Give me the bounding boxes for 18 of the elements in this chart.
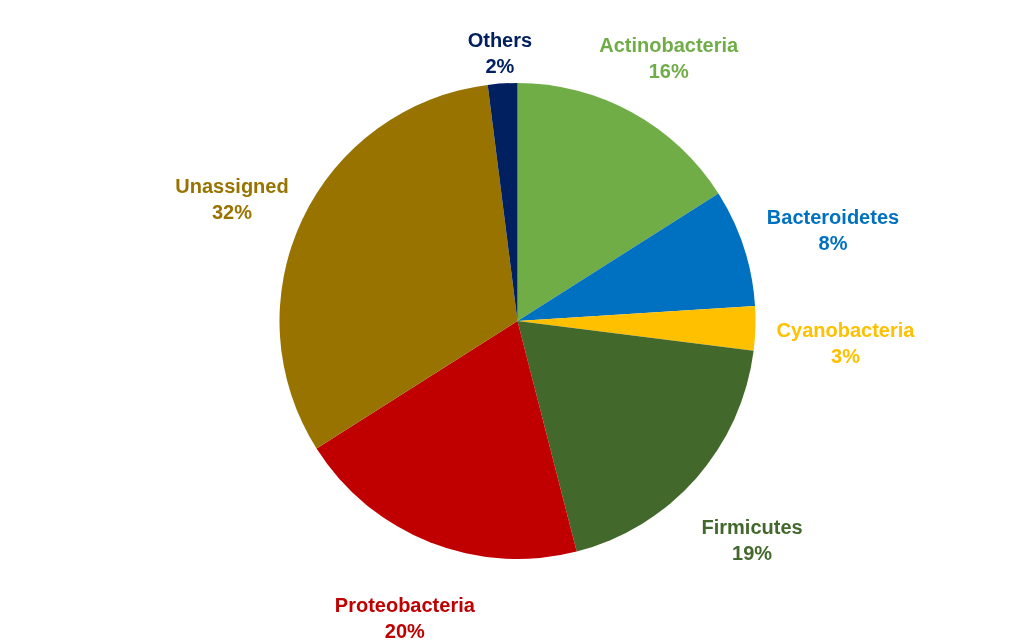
slice-label: Firmicutes <box>701 515 803 538</box>
data-label: 2% <box>485 55 515 78</box>
pie-slice <box>316 321 577 559</box>
slice-label: Proteobacteria <box>334 593 476 616</box>
slice-label: Bacteroidetes <box>766 206 900 229</box>
pie-slice <box>517 83 719 321</box>
data-label: 19% <box>732 541 773 564</box>
data-label: 16% <box>648 59 689 82</box>
data-label: 8% <box>818 232 848 255</box>
pie-slice <box>517 193 756 321</box>
slice-label: Actinobacteria <box>599 33 740 56</box>
data-label: 20% <box>384 619 426 642</box>
data-label: 32% <box>211 200 253 223</box>
slice-label: Others <box>467 29 533 52</box>
pie-slice <box>487 83 518 321</box>
slice-label: Unassigned <box>175 174 289 197</box>
data-label: 3% <box>831 345 861 368</box>
slice-label: Cyanobacteria <box>776 319 916 342</box>
